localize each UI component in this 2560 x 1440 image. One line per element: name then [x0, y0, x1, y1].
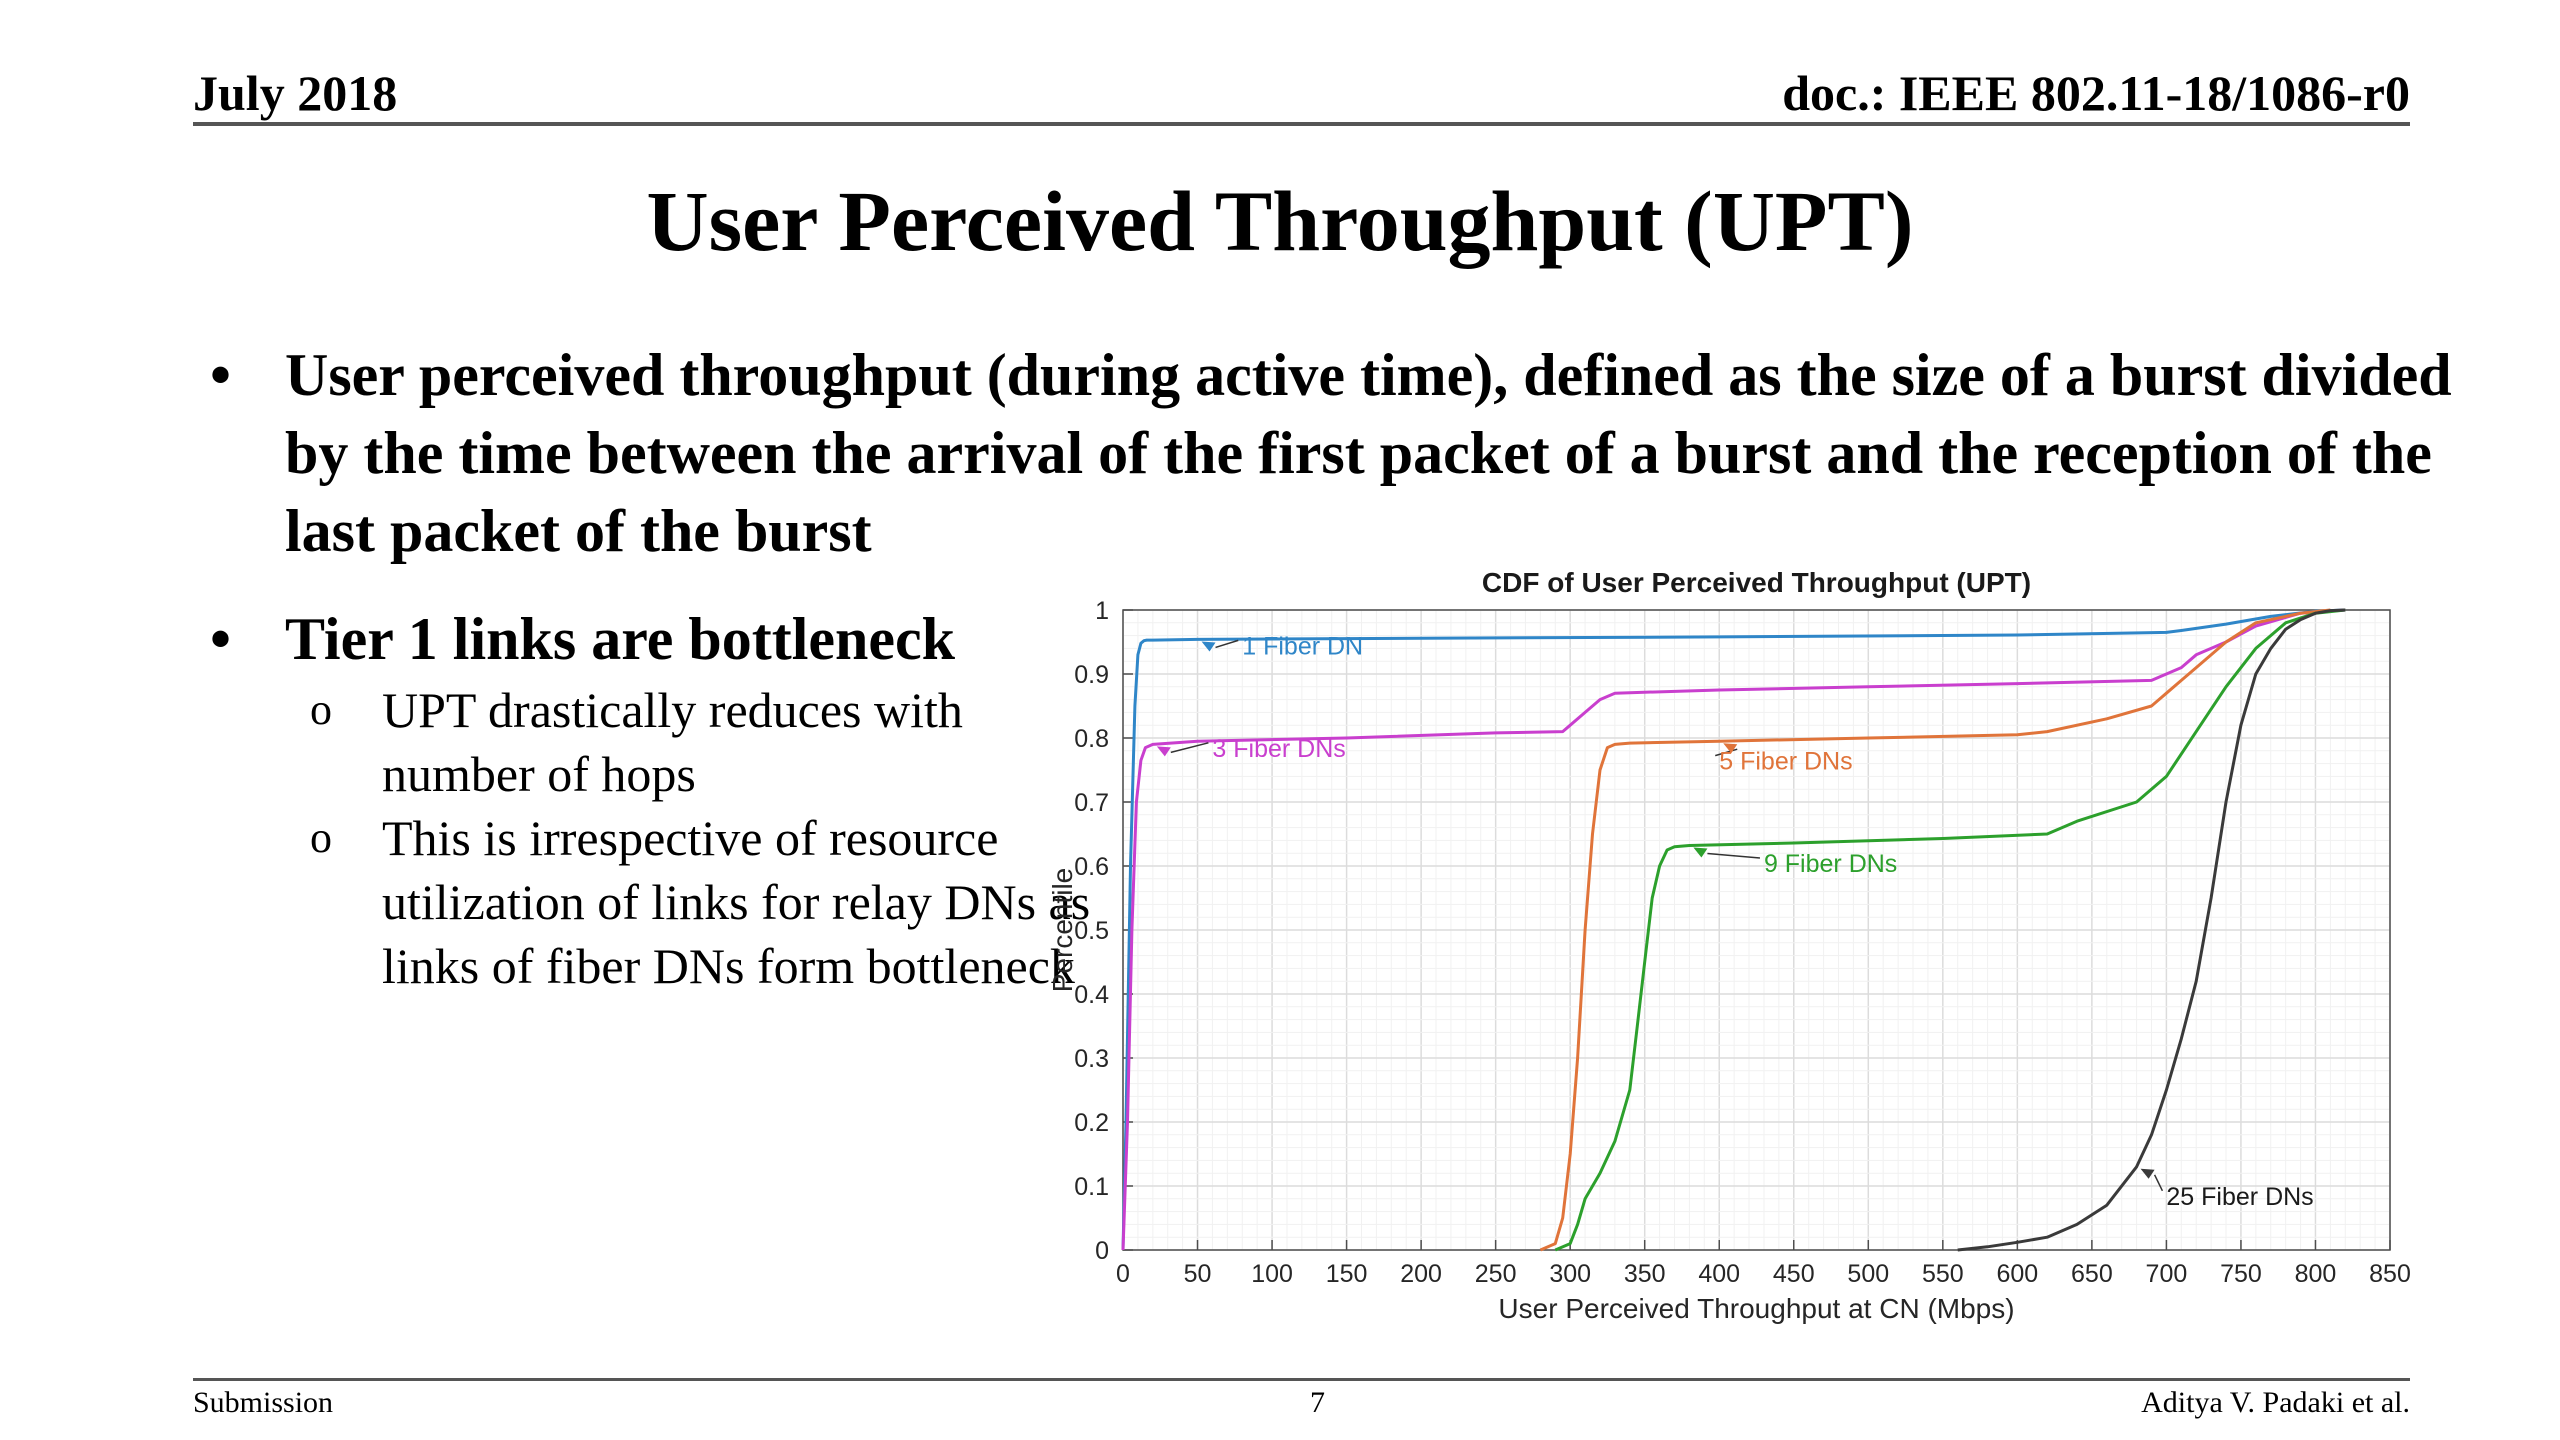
annotation-arrow: [1215, 639, 1239, 649]
footer-page-number: 7: [1310, 1386, 1325, 1419]
bullet-text: Tier 1 links are bottleneck: [285, 606, 956, 672]
sub-bullet-text: This is irrespective of resource utiliza…: [382, 810, 1091, 994]
x-tick-label: 250: [1475, 1260, 1517, 1288]
annotation-arrow: [1715, 748, 1738, 757]
x-tick-label: 500: [1847, 1260, 1889, 1288]
header-date: July 2018: [193, 65, 398, 121]
annotation-arrowhead: [1723, 743, 1738, 754]
bullet-dot: •: [210, 606, 232, 672]
annotation-arrow: [2153, 1174, 2164, 1192]
x-tick-label: 350: [1624, 1260, 1666, 1288]
y-tick-label: 0.5: [1074, 917, 1109, 945]
annotation-arrowhead: [1156, 746, 1171, 757]
x-tick-label: 0: [1116, 1260, 1130, 1288]
annotation-arrow: [1707, 852, 1761, 859]
x-tick-label: 600: [1996, 1260, 2038, 1288]
series-line-5: [1957, 608, 2346, 1252]
slide-title: User Perceived Throughput (UPT): [646, 173, 1914, 269]
x-tick-label: 450: [1773, 1260, 1815, 1288]
x-tick-label: 50: [1184, 1260, 1212, 1288]
footer-submission: Submission: [193, 1386, 334, 1419]
series-label-3: 5 Fiber DNs: [1719, 748, 1852, 776]
sub-bullet-marker: o: [310, 813, 332, 862]
annotation-arrowhead: [1693, 847, 1708, 858]
series-label-1: 1 Fiber DN: [1242, 632, 1363, 660]
series-label-4: 9 Fiber DNs: [1764, 850, 1897, 878]
x-tick-label: 700: [2146, 1260, 2188, 1288]
x-tick-label: 200: [1400, 1260, 1442, 1288]
footer-author: Aditya V. Padaki et al.: [2141, 1386, 2410, 1419]
series-line-4: [1554, 608, 2346, 1252]
upt-cdf-chart: 0 50 100 150 200 250 300 350 400 450 500 550 600 650 7…: [1047, 567, 2411, 1324]
y-tick-label: 0.3: [1074, 1045, 1109, 1073]
x-tick-label: 100: [1251, 1260, 1293, 1288]
y-tick-label: 0: [1095, 1237, 1109, 1265]
y-tick-label: 0.7: [1074, 789, 1109, 817]
bullet-dot: •: [210, 342, 232, 408]
y-axis-label: Percentile: [1047, 868, 1078, 993]
x-tick-label: 650: [2071, 1260, 2113, 1288]
x-tick-label: 400: [1698, 1260, 1740, 1288]
x-tick-label: 750: [2220, 1260, 2262, 1288]
sub-bullet-marker: o: [310, 685, 332, 734]
y-tick-label: 0.2: [1074, 1109, 1109, 1137]
footer-rule: [193, 1378, 2410, 1381]
x-tick-label: 550: [1922, 1260, 1964, 1288]
header-rule: [193, 122, 2410, 126]
series-line-1: [1121, 608, 2346, 1251]
series-label-5: 25 Fiber DNs: [2166, 1183, 2313, 1211]
y-tick-label: 0.9: [1074, 661, 1109, 689]
series-line-3: [1539, 608, 2331, 1252]
y-tick-label: 0.8: [1074, 725, 1109, 753]
x-tick-label: 150: [1326, 1260, 1368, 1288]
y-tick-label: 0.4: [1074, 981, 1109, 1009]
y-tick-label: 0.6: [1074, 853, 1109, 881]
y-tick-label: 0.1: [1074, 1173, 1109, 1201]
annotation-arrow: [1170, 742, 1209, 754]
annotation-arrowhead: [2140, 1168, 2155, 1179]
series-label-2: 3 Fiber DNs: [1212, 735, 1345, 763]
sub-bullet-text: UPT drastically reduces with number of h…: [382, 682, 963, 802]
x-tick-label: 800: [2295, 1260, 2337, 1288]
header-doc-id: doc.: IEEE 802.11-18/1086-r0: [1782, 65, 2410, 121]
x-tick-label: 300: [1549, 1260, 1591, 1288]
series-line-2: [1121, 608, 2346, 1251]
x-tick-label: 850: [2369, 1260, 2411, 1288]
bullet-text: User perceived throughput (during active…: [285, 342, 2452, 564]
annotation-arrowhead: [1201, 641, 1216, 652]
x-axis-label: User Perceived Throughput at CN (Mbps): [1498, 1293, 2014, 1324]
y-tick-label: 1: [1095, 597, 1109, 625]
chart-title: CDF of User Perceived Throughput (UPT): [1482, 567, 2031, 598]
